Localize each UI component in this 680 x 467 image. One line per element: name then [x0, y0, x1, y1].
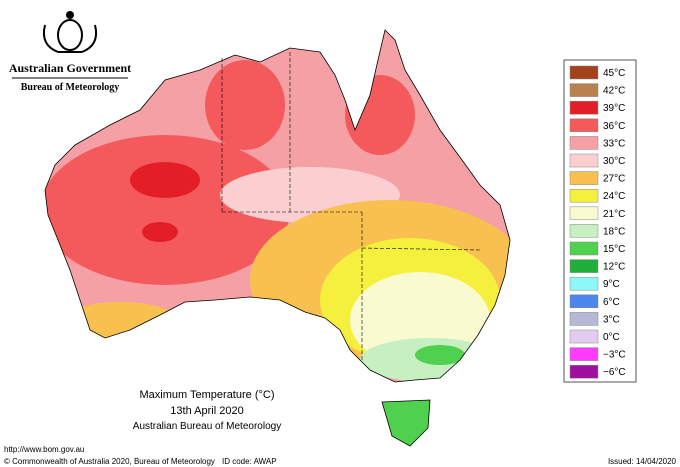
coastline: [44, 29, 511, 383]
legend-swatch: [569, 241, 599, 256]
legend-swatch: [569, 65, 599, 80]
agency: Australian Government: [9, 61, 131, 75]
legend-swatch: [569, 224, 599, 238]
legend-swatch: [569, 206, 599, 221]
legend-label: 42°C: [603, 86, 625, 97]
coat-of-arms: [42, 11, 98, 53]
legend-label: 6°C: [603, 297, 620, 308]
legend-label: 27°C: [603, 174, 625, 185]
url: http://www.bom.gov.au: [4, 445, 84, 454]
legend-swatch: [569, 188, 599, 203]
legend-swatch: [569, 364, 599, 379]
tasmania: [381, 399, 431, 447]
legend-label: 45°C: [603, 68, 625, 79]
legend-label: 9°C: [603, 279, 620, 290]
temperature-map: [45, 30, 510, 382]
legend-swatch: [569, 312, 599, 326]
legend-label: 0°C: [603, 332, 620, 343]
legend-label: −3°C: [603, 350, 626, 361]
legend-label: 18°C: [603, 226, 625, 237]
legend-label: 24°C: [603, 191, 625, 202]
map-date: 13th April 2020: [170, 405, 243, 417]
legend-swatch: [569, 171, 599, 185]
legend-swatch: [569, 259, 599, 273]
copyright: © Commonwealth of Australia 2020, Bureau…: [4, 457, 215, 466]
legend: 45°C 42°C 39°C 36°C 33°C 30°C 27°C 24°C 21°C 18°C…: [569, 65, 626, 379]
legend-label: 21°C: [603, 209, 625, 220]
map-source: Australian Bureau of Meteorology: [133, 421, 281, 432]
bureau: Bureau of Meteorology: [21, 82, 120, 93]
legend-label: 15°C: [603, 244, 625, 255]
legend-swatch: [569, 83, 599, 97]
legend-swatch: [569, 118, 599, 133]
legend-label: 30°C: [603, 156, 625, 167]
legend-label: 33°C: [603, 138, 625, 149]
legend-swatch: [569, 347, 599, 361]
legend-label: 12°C: [603, 262, 625, 273]
legend-label: 3°C: [603, 314, 620, 325]
legend-swatch: [569, 294, 599, 309]
legend-label: 36°C: [603, 121, 625, 132]
legend-swatch: [569, 276, 599, 291]
legend-swatch: [569, 153, 599, 168]
id-code: ID code: AWAP: [222, 457, 277, 466]
legend-label: 39°C: [603, 103, 625, 114]
map-title: Maximum Temperature (°C): [139, 389, 274, 401]
legend-swatch: [569, 100, 599, 115]
state-borders: [221, 52, 481, 360]
issued: Issued: 14/04/2020: [608, 457, 677, 466]
legend-swatch: [569, 329, 599, 344]
legend-label: −6°C: [603, 367, 626, 378]
legend-swatch: [569, 136, 599, 150]
